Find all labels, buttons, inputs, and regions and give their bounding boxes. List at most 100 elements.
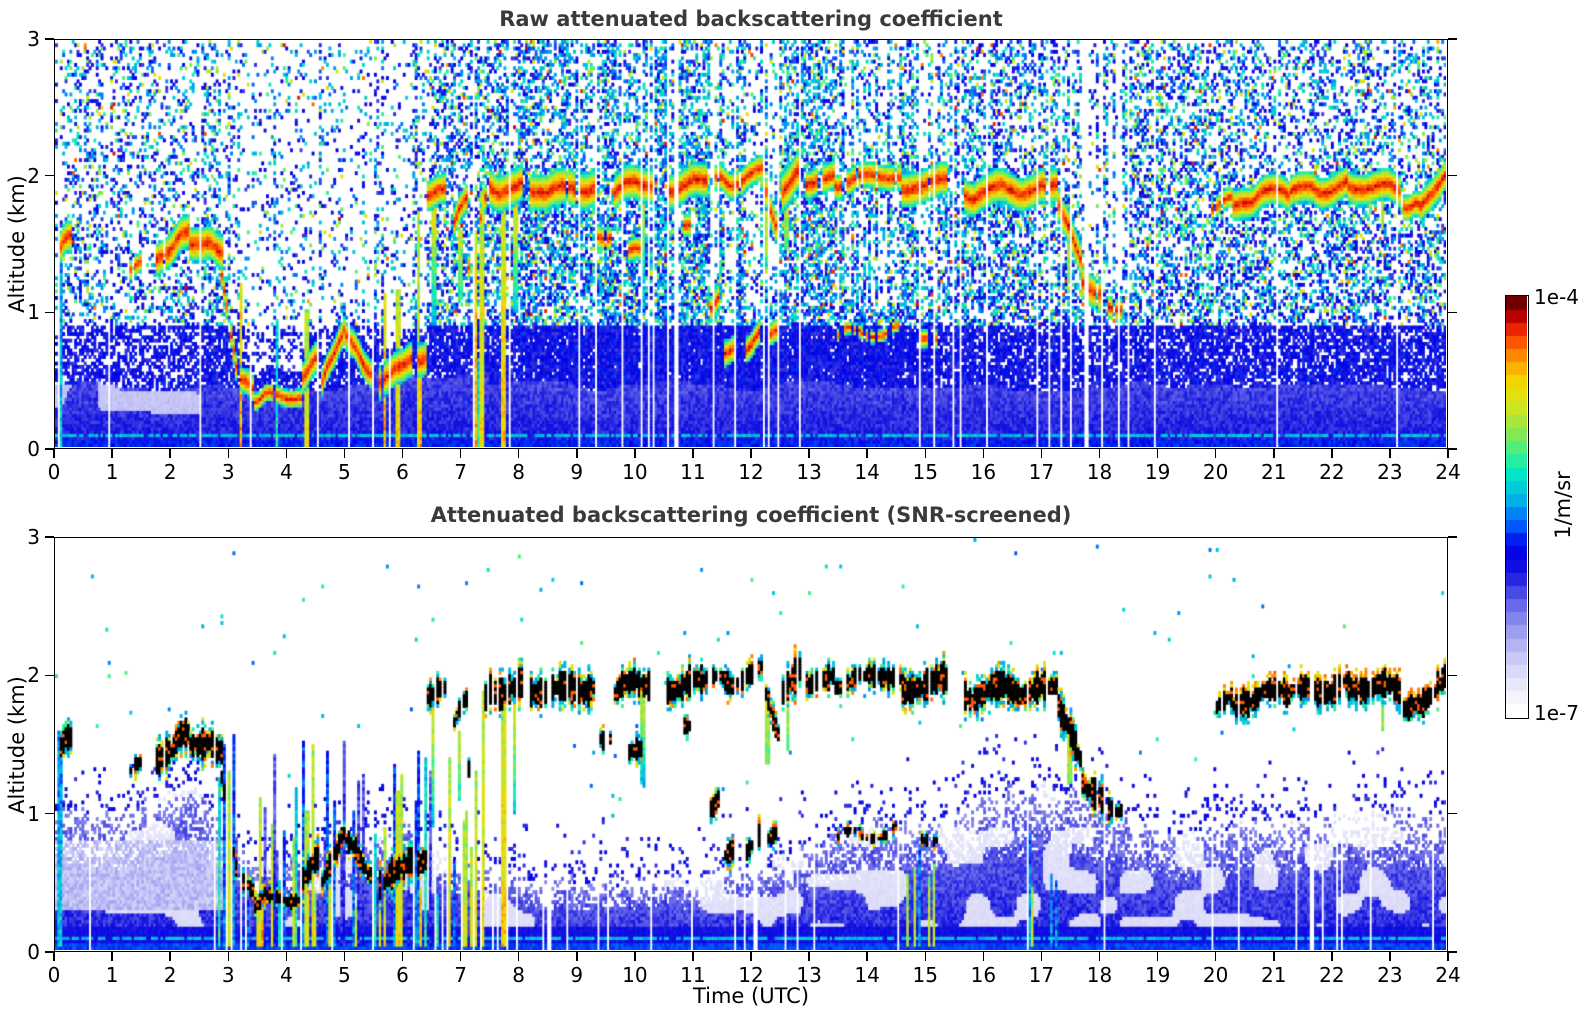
x-tick-label: 20 (1202, 460, 1229, 484)
x-tick-label: 11 (680, 963, 706, 987)
x-tick-mark (1389, 952, 1391, 961)
x-tick-mark (808, 449, 810, 458)
y-tick-mark (45, 448, 54, 450)
x-tick-label: 8 (512, 460, 526, 484)
x-tick-label: 6 (396, 963, 409, 987)
x-tick-label: 18 (1086, 963, 1113, 987)
screened-backscatter-plot (54, 537, 1448, 952)
x-tick-label: 11 (680, 460, 706, 484)
x-tick-label: 23 (1377, 460, 1403, 484)
y-tick-label: 1 (27, 801, 40, 826)
x-tick-label: 22 (1319, 460, 1345, 484)
x-tick-label: 9 (570, 460, 584, 484)
x-tick-label: 12 (738, 963, 764, 987)
x-tick-mark (169, 952, 171, 961)
x-tick-label: 21 (1261, 460, 1287, 484)
y-tick-label: 2 (27, 163, 40, 188)
x-tick-label: 13 (796, 963, 822, 987)
x-tick-mark (459, 449, 462, 458)
x-tick-label: 17 (1028, 460, 1055, 484)
y-tick-mark-right (1448, 536, 1457, 538)
x-tick-mark (1214, 952, 1217, 961)
x-tick-mark (227, 952, 229, 961)
x-tick-label: 4 (279, 460, 293, 484)
y-tick-label: 1 (27, 300, 40, 325)
x-tick-label: 2 (163, 460, 177, 484)
colorbar (1505, 295, 1529, 719)
raw-backscatter-plot (54, 39, 1448, 449)
x-tick-mark (343, 952, 346, 961)
x-tick-label: 24 (1435, 460, 1461, 484)
y-tick-mark (45, 674, 54, 677)
x-tick-mark (1098, 449, 1101, 458)
x-tick-label: 5 (338, 963, 351, 987)
x-tick-label: 4 (279, 963, 293, 987)
x-tick-mark (1331, 952, 1333, 961)
x-tick-mark (634, 952, 636, 961)
x-tick-label: 20 (1202, 963, 1229, 987)
x-tick-mark (1156, 449, 1159, 458)
x-tick-label: 15 (912, 460, 938, 484)
x-tick-label: 9 (570, 963, 584, 987)
x-tick-label: 1 (105, 460, 119, 484)
x-tick-mark (1214, 449, 1217, 458)
x-tick-mark (53, 952, 55, 961)
x-tick-mark (982, 952, 985, 961)
y-tick-label: 3 (27, 27, 40, 51)
x-tick-mark (111, 449, 113, 458)
x-tick-label: 19 (1144, 460, 1171, 484)
x-tick-mark (576, 449, 578, 458)
x-tick-mark (401, 952, 404, 961)
x-tick-mark (750, 449, 752, 458)
x-tick-label: 23 (1377, 963, 1403, 987)
panel2-title: Attenuated backscattering coefficient (S… (430, 503, 1072, 527)
x-tick-mark (1273, 449, 1275, 458)
y-tick-label: 2 (27, 663, 40, 688)
x-tick-mark (634, 449, 636, 458)
x-tick-mark (517, 952, 520, 961)
y-tick-mark-right (1448, 174, 1457, 177)
x-tick-mark (53, 449, 55, 458)
x-tick-label: 24 (1435, 963, 1461, 987)
x-tick-label: 15 (912, 963, 938, 987)
x-tick-label: 6 (396, 460, 409, 484)
x-tick-mark (982, 449, 985, 458)
y-tick-label: 0 (27, 940, 40, 964)
y-tick-mark (45, 536, 54, 538)
colorbar-max-label: 1e-4 (1534, 285, 1579, 309)
x-tick-mark (924, 952, 926, 961)
x-tick-label: 16 (970, 460, 997, 484)
x-tick-mark (750, 952, 752, 961)
y-tick-mark-right (1448, 38, 1457, 40)
x-tick-mark (227, 449, 229, 458)
y-tick-label: 3 (27, 525, 40, 549)
x-tick-label: 22 (1319, 963, 1345, 987)
x-tick-label: 14 (854, 963, 880, 987)
x-tick-mark (866, 952, 868, 961)
x-tick-mark (1040, 952, 1043, 961)
y-tick-label: 0 (27, 437, 40, 461)
y-tick-mark-right (1448, 674, 1457, 677)
x-tick-label: 18 (1086, 460, 1113, 484)
y-tick-mark-right (1448, 951, 1457, 953)
x-tick-mark (866, 449, 868, 458)
time-axis-label: Time (UTC) (692, 984, 810, 1008)
x-tick-label: 0 (47, 963, 61, 987)
y-tick-mark (45, 311, 54, 314)
x-tick-mark (517, 449, 520, 458)
x-tick-mark (1447, 449, 1449, 458)
x-tick-mark (1389, 449, 1391, 458)
colorbar-min-label: 1e-7 (1534, 701, 1579, 725)
x-tick-mark (924, 449, 926, 458)
x-tick-label: 3 (221, 963, 235, 987)
y-tick-mark (45, 38, 54, 40)
y-tick-mark-right (1448, 812, 1457, 815)
panel1-title: Raw attenuated backscattering coefficien… (499, 7, 1003, 31)
raw-backscatter-heatmap (55, 40, 1446, 447)
x-tick-label: 14 (854, 460, 880, 484)
x-tick-mark (1447, 952, 1449, 961)
x-tick-mark (692, 952, 694, 961)
colorbar-unit-label: 1/m/sr (1551, 471, 1575, 539)
x-tick-mark (285, 952, 288, 961)
y-tick-mark (45, 174, 54, 177)
